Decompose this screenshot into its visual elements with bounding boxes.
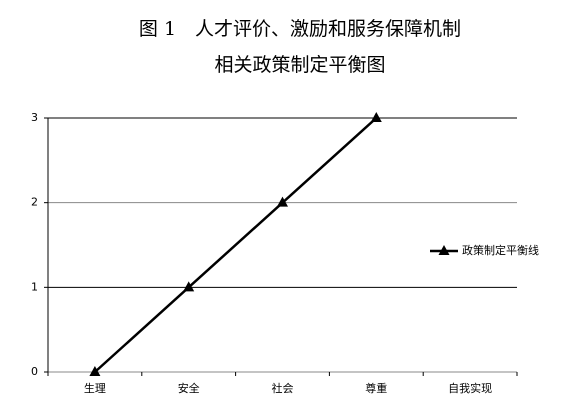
- y-tick-label: 2: [31, 196, 38, 209]
- series-line: [94, 117, 378, 373]
- y-tick-label: 1: [31, 280, 38, 293]
- data-point: [89, 366, 101, 376]
- x-tick-label: 自我实现: [448, 381, 492, 395]
- x-tick-label: 生理: [84, 381, 106, 395]
- y-tick-label: 3: [31, 111, 38, 124]
- data-point: [277, 196, 288, 207]
- y-tick-label: 0: [31, 365, 38, 378]
- legend-label: 政策制定平衡线: [462, 243, 539, 257]
- data-point: [370, 112, 382, 122]
- data-point: [183, 281, 195, 292]
- chart-title: 图 1 人才评价、激励和服务保障机制: [139, 18, 461, 40]
- x-tick-label: 安全: [178, 381, 200, 395]
- legend-marker: [438, 245, 450, 255]
- x-tick-label: 社会: [272, 381, 294, 395]
- chart-subtitle: 相关政策制定平衡图: [214, 54, 385, 76]
- x-tick-label: 尊重: [365, 381, 387, 395]
